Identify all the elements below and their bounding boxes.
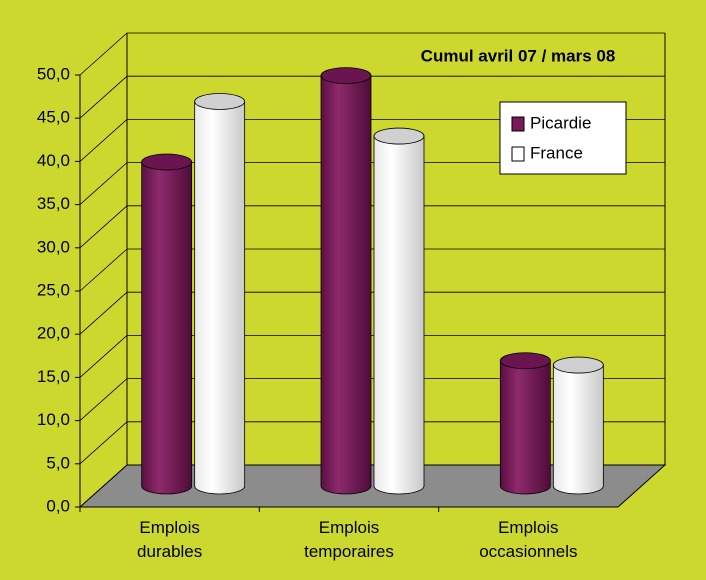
legend-label: France (530, 143, 583, 162)
grid-line (79, 334, 665, 378)
chart-title: Cumul avril 07 / mars 08 (421, 46, 616, 65)
y-tick-label: 45,0 (37, 108, 70, 127)
bar-body (499, 360, 551, 495)
x-tick-label: Emplois occasionnels (479, 518, 578, 561)
bar-body (373, 135, 425, 495)
bar-top (499, 352, 551, 370)
bar-top (194, 93, 246, 110)
y-tick-label: 10,0 (37, 410, 70, 429)
grid-line (79, 205, 665, 249)
bar (141, 153, 193, 495)
bar-body (552, 364, 604, 495)
x-tick-label: Emplois temporaires (304, 518, 394, 561)
grid-line (79, 464, 665, 508)
bar (194, 93, 246, 495)
grid-line (79, 119, 665, 162)
y-tick-label: 20,0 (37, 324, 70, 343)
grid-line (79, 75, 665, 119)
bar (499, 352, 551, 495)
bar-body (194, 101, 246, 495)
grid-line (79, 162, 665, 205)
grid-line (79, 248, 665, 292)
bar-body (320, 75, 372, 495)
y-tick-label: 5,0 (46, 453, 70, 472)
bar-top (373, 127, 425, 145)
bar-top (141, 153, 193, 171)
grid-line (79, 421, 665, 465)
legend-box (499, 101, 627, 175)
y-tick-label: 15,0 (37, 367, 70, 386)
y-tick-label: 25,0 (37, 280, 70, 299)
legend-swatch (511, 146, 525, 162)
y-tick-label: 30,0 (37, 237, 70, 256)
bar (320, 67, 372, 495)
grid-line (79, 32, 665, 76)
bar (552, 356, 604, 495)
y-tick-label: 35,0 (37, 194, 70, 213)
bar-top (552, 356, 604, 374)
bar (373, 127, 425, 495)
x-tick-label: Emplois durables (137, 518, 203, 561)
y-tick-label: 0,0 (46, 496, 70, 515)
grid-line (79, 378, 665, 421)
y-tick-label: 40,0 (37, 151, 70, 170)
bar-body (141, 161, 193, 495)
bar-top (320, 67, 372, 84)
grid-line (79, 291, 665, 335)
legend-swatch (511, 116, 525, 132)
legend-label: Picardie (530, 113, 591, 132)
y-tick-label: 50,0 (37, 64, 70, 83)
